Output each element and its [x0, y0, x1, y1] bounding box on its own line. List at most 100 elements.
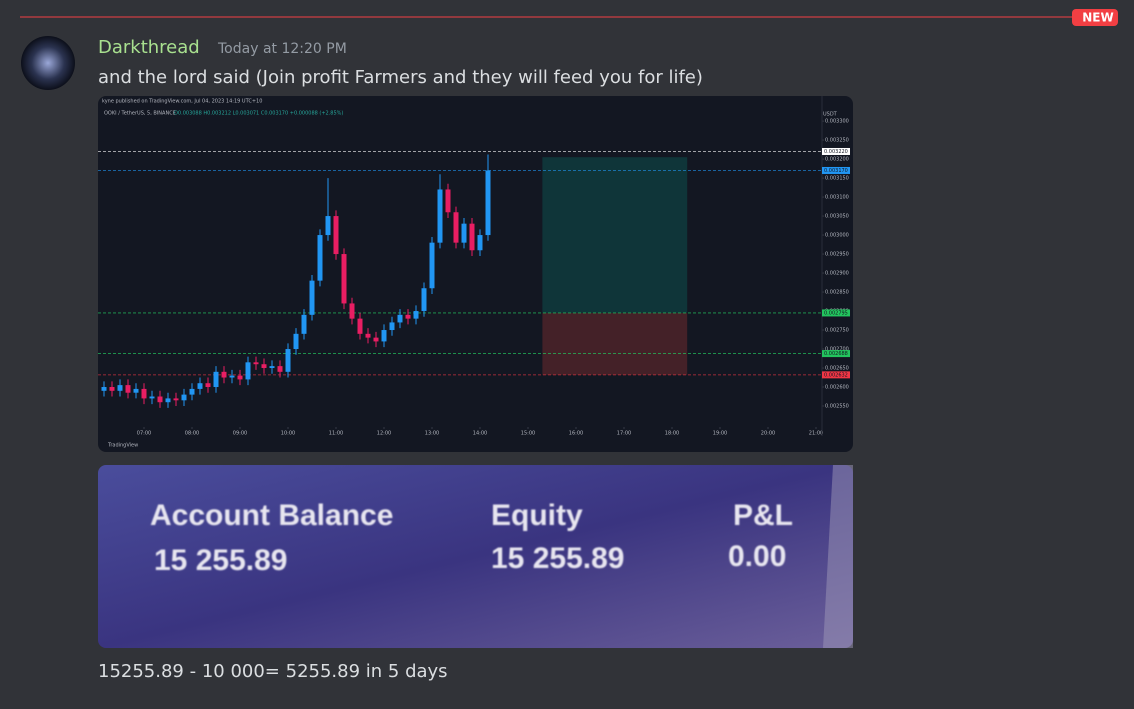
y-tick-label: 0.002550 [825, 404, 849, 410]
candle-body [205, 383, 211, 388]
author[interactable]: Darkthread [98, 37, 200, 58]
photo-value: 15 255.89 [491, 542, 624, 575]
candle-body [149, 396, 155, 399]
candle-body [429, 242, 435, 289]
x-tick-label: 08:00 [185, 431, 199, 437]
stop-zone [542, 312, 688, 375]
candle-body [301, 314, 307, 334]
y-tick-label: 0.003000 [825, 233, 849, 239]
x-tick-label: 17:00 [617, 431, 631, 437]
x-tick-label: 21:00 [809, 431, 823, 437]
y-tick-label: 0.003050 [825, 214, 849, 220]
photo-label: Equity [491, 499, 583, 532]
candle-body [261, 364, 267, 369]
candle-body [125, 385, 131, 393]
price-tag-label: 0.002632 [824, 372, 848, 378]
candle-body [413, 311, 419, 319]
candle-body [437, 189, 443, 243]
photo[interactable]: Account Balance 15 255.89 Equity 15 255.… [98, 465, 853, 648]
chart-subtitle: OOKI / TetherUS, 5, BINANCE [104, 111, 176, 117]
candle-body [485, 170, 491, 236]
candle-body [381, 330, 387, 342]
currency: USDT [823, 112, 838, 118]
candle-body [461, 223, 467, 243]
photo-value: 0.00 [728, 540, 786, 573]
candle-body [309, 280, 315, 315]
price-tag [822, 350, 850, 358]
x-tick-label: 20:00 [761, 431, 775, 437]
x-tick-label: 10:00 [281, 431, 295, 437]
target-zone [542, 157, 688, 313]
new-badge-text: NEW [1082, 11, 1113, 25]
price-tag [822, 309, 850, 317]
candle-body [165, 398, 171, 403]
x-tick-label: 07:00 [137, 431, 151, 437]
avatar[interactable] [21, 36, 75, 90]
candle-body [349, 303, 355, 319]
candle-body [197, 383, 203, 389]
candle-body [221, 371, 227, 378]
caption: 15255.89 - 10 000= 5255.89 in 5 days [98, 661, 448, 682]
price-tag-label: 0.002688 [824, 351, 848, 357]
message-text: and the lord said (Join profit Farmers a… [98, 67, 703, 88]
price-tag [822, 166, 850, 174]
x-tick-label: 19:00 [713, 431, 727, 437]
candle-body [157, 396, 163, 403]
price-tag [822, 147, 850, 155]
photo-edge [823, 465, 853, 648]
candle-body [373, 337, 379, 342]
y-tick-label: 0.003250 [825, 138, 849, 144]
candle-body [421, 288, 427, 312]
candle-body [181, 394, 187, 401]
candle-body [189, 388, 195, 395]
x-tick-label: 13:00 [425, 431, 439, 437]
watermark: TradingView [107, 443, 138, 449]
candle-body [405, 314, 411, 319]
candle-body [397, 314, 403, 323]
candle-body [229, 375, 235, 378]
candle-body [213, 371, 219, 388]
photo-bg [98, 465, 853, 648]
candle-body [317, 235, 323, 281]
candle-body [389, 322, 395, 331]
candle-body [109, 387, 115, 391]
y-tick-label: 0.002750 [825, 328, 849, 334]
price-tag-label: 0.003220 [824, 149, 848, 155]
y-tick-label: 0.003300 [825, 119, 849, 125]
price-tag-label: 0.003170 [824, 168, 848, 174]
candle-body [365, 333, 371, 338]
photo-label: Account Balance [150, 499, 393, 532]
x-tick-label: 16:00 [569, 431, 583, 437]
candle-body [333, 216, 339, 255]
y-tick-label: 0.002850 [825, 290, 849, 296]
y-tick-label: 0.003200 [825, 157, 849, 163]
candle-body [117, 385, 123, 391]
photo-value: 15 255.89 [154, 544, 287, 577]
candle-body [173, 398, 179, 401]
candle-body [341, 254, 347, 304]
candle-body [245, 362, 251, 380]
x-tick-label: 11:00 [329, 431, 343, 437]
candle-body [293, 333, 299, 350]
x-tick-label: 18:00 [665, 431, 679, 437]
y-tick-label: 0.002900 [825, 271, 849, 277]
photo-label: P&L [733, 499, 793, 532]
chart-image[interactable]: kyne published on TradingView.com, Jul 0… [98, 96, 853, 452]
candle-body [453, 212, 459, 243]
y-tick-label: 0.002600 [825, 385, 849, 391]
timestamp: Today at 12:20 PM [217, 41, 347, 57]
chart-title: kyne published on TradingView.com, Jul 0… [102, 99, 262, 105]
candle-body [325, 216, 331, 236]
x-tick-label: 12:00 [377, 431, 391, 437]
x-tick-label: 14:00 [473, 431, 487, 437]
candle-body [269, 366, 275, 369]
candle-body [277, 366, 283, 372]
x-tick-label: 15:00 [521, 431, 535, 437]
candle-body [253, 362, 259, 365]
y-tick-label: 0.002700 [825, 347, 849, 353]
chart-bg [98, 96, 853, 452]
y-tick-label: 0.003100 [825, 195, 849, 201]
candle-body [357, 318, 363, 334]
price-tag [822, 371, 850, 379]
